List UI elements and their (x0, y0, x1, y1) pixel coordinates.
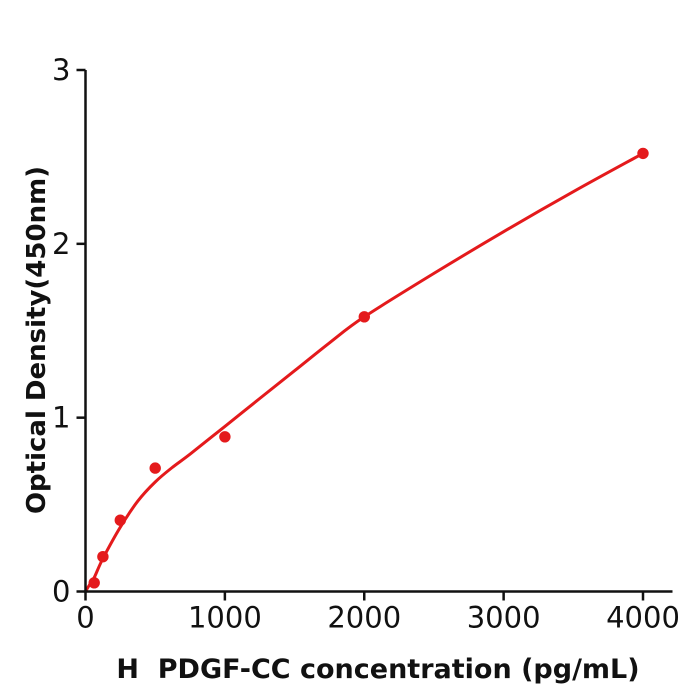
x-tick-label: 3000 (467, 601, 541, 635)
x-tick-label: 1000 (188, 601, 262, 635)
data-point (88, 577, 100, 589)
x-tick-label: 4000 (606, 601, 680, 635)
data-point (149, 462, 161, 474)
fitted-curve-path (84, 151, 645, 593)
x-axis-label: H PDGF-CC concentration (pg/mL) (116, 654, 639, 685)
y-tick-label: 2 (52, 227, 70, 261)
x-tick-label: 0 (76, 601, 94, 635)
axes-layer (84, 70, 673, 593)
data-point (97, 551, 109, 563)
data-point (358, 311, 370, 323)
data-point (219, 431, 231, 443)
data-point (637, 147, 649, 160)
y-tick-label: 1 (52, 401, 70, 435)
y-tick-layer: 0 1 2 3 (52, 53, 86, 609)
x-tick-layer: 0 1000 2000 3000 4000 (76, 591, 680, 635)
fit-curve-layer (84, 151, 645, 593)
x-tick-label: 2000 (327, 601, 401, 635)
y-axis-label: Optical Density(450nm) (22, 166, 52, 514)
y-tick-label: 3 (52, 53, 70, 87)
y-tick-label: 0 (52, 575, 70, 609)
data-points-layer (88, 147, 649, 589)
data-point (114, 514, 127, 526)
